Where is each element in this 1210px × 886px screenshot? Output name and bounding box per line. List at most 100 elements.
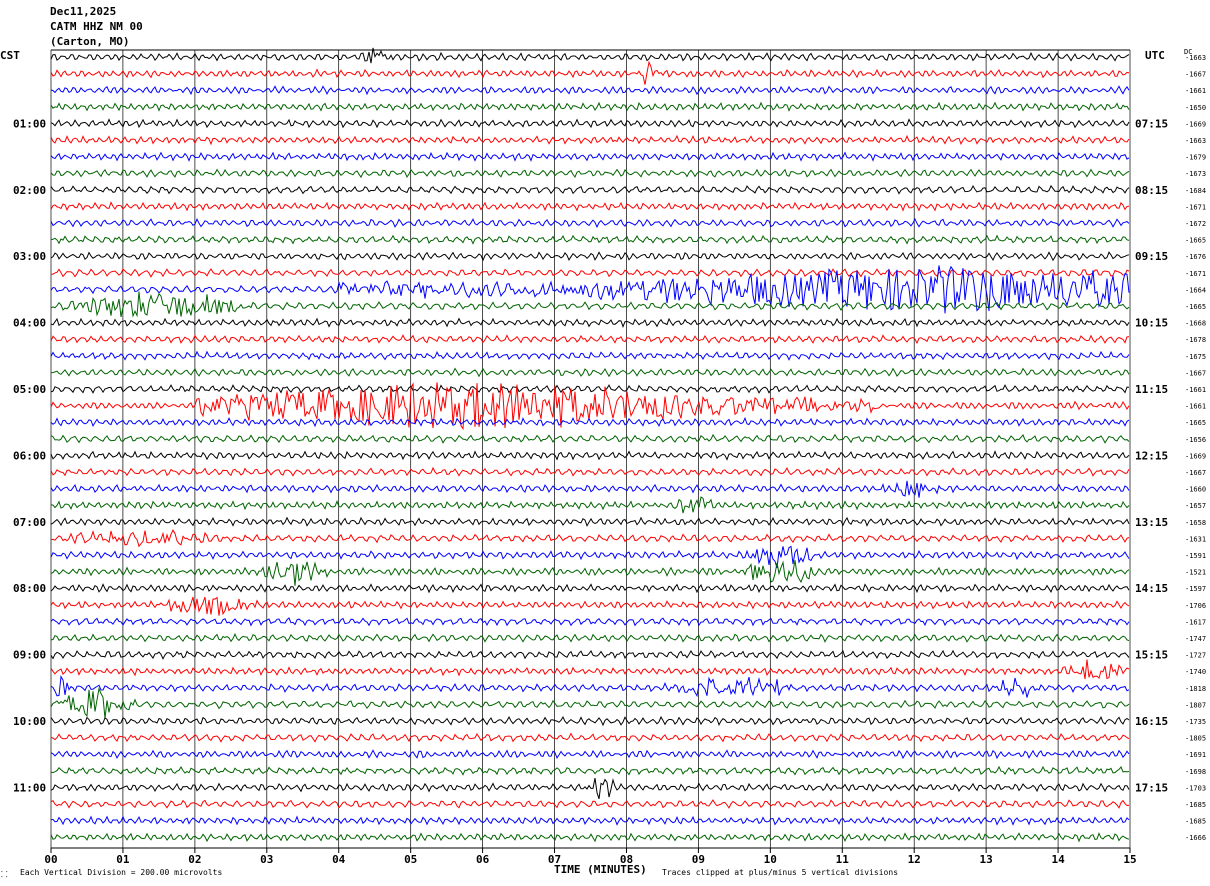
dc-offset-header: DC: [1184, 48, 1193, 56]
seismic-trace: [50, 749, 1130, 760]
seismic-trace: [50, 496, 1130, 514]
left-hour-label: 07:00: [13, 516, 46, 529]
seismic-trace: [50, 480, 1130, 498]
right-hour-label: 08:15: [1135, 184, 1168, 197]
x-tick-label: 04: [332, 853, 346, 866]
seismic-trace: [50, 201, 1130, 212]
seismic-trace: [50, 251, 1130, 262]
corner-mark: ⸬: [1, 870, 8, 879]
seismic-trace: [50, 596, 1130, 616]
seismic-trace: [50, 450, 1130, 461]
dc-offset-label: -1665: [1185, 419, 1206, 427]
seismic-trace: [50, 168, 1130, 179]
dc-offset-label: -1727: [1185, 652, 1206, 660]
seismic-trace: [50, 583, 1130, 594]
dc-offset-label: -1661: [1185, 87, 1206, 95]
dc-offset-label: -1679: [1185, 154, 1206, 162]
header-date: Dec11,2025: [50, 5, 117, 18]
right-hour-label: 10:15: [1135, 317, 1168, 330]
dc-offset-label: -1631: [1185, 535, 1206, 543]
dc-offset-label: -1663: [1185, 137, 1206, 145]
x-tick-label: 00: [44, 853, 57, 866]
seismic-trace: [50, 350, 1130, 361]
dc-offset-label: -1521: [1185, 569, 1206, 577]
dc-offset-label: -1663: [1185, 54, 1206, 62]
dc-offset-label: -1685: [1185, 801, 1206, 809]
dc-offset-label: -1672: [1185, 220, 1206, 228]
left-hour-label: 09:00: [13, 649, 46, 662]
left-hour-label: 08:00: [13, 582, 46, 595]
dc-offset-label: -1661: [1185, 403, 1206, 411]
seismic-trace: [50, 47, 1130, 64]
x-tick-label: 09: [692, 853, 705, 866]
seismic-trace: [50, 832, 1130, 843]
dc-offset-label: -1747: [1185, 635, 1206, 643]
seismic-trace: [50, 799, 1130, 809]
dc-offset-label: -1678: [1185, 336, 1206, 344]
left-hour-label: 03:00: [13, 250, 46, 263]
seismic-trace: [50, 416, 1130, 428]
dc-offset-label: -1657: [1185, 502, 1206, 510]
x-tick-label: 06: [476, 853, 490, 866]
dc-offset-label: -1673: [1185, 170, 1206, 178]
seismic-trace: [50, 265, 1130, 314]
dc-offset-label: -1703: [1185, 784, 1206, 792]
right-timezone-label: UTC: [1145, 49, 1165, 62]
seismic-trace: [50, 384, 1130, 394]
seismic-trace: [50, 101, 1130, 112]
dc-offset-label: -1735: [1185, 718, 1206, 726]
dc-offset-label: -1667: [1185, 369, 1206, 377]
x-tick-label: 14: [1051, 853, 1065, 866]
right-hour-label: 16:15: [1135, 715, 1168, 728]
right-hour-label: 12:15: [1135, 449, 1168, 462]
dc-offset-label: -1685: [1185, 818, 1206, 826]
seismic-trace: [50, 433, 1130, 444]
dc-offset-label: -1671: [1185, 270, 1206, 278]
seismic-trace: [50, 268, 1130, 278]
dc-offset-label: -1661: [1185, 386, 1206, 394]
x-tick-label: 07: [548, 853, 561, 866]
left-hour-label: 11:00: [13, 781, 46, 794]
seismic-trace: [50, 382, 1130, 431]
seismic-trace: [50, 60, 1130, 85]
dc-offset-label: -1669: [1185, 120, 1206, 128]
clip-note: Traces clipped at plus/minus 5 vertical …: [662, 868, 899, 877]
seismic-trace: [50, 545, 1130, 568]
dc-offset-label: -1706: [1185, 602, 1206, 610]
seismic-trace: [50, 686, 1130, 719]
right-hour-label: 11:15: [1135, 383, 1168, 396]
right-hour-label: 13:15: [1135, 516, 1168, 529]
seismic-trace: [50, 765, 1130, 776]
scale-note: Each Vertical Division = 200.00 microvol…: [20, 868, 223, 877]
x-tick-label: 15: [1123, 853, 1136, 866]
seismic-trace: [50, 560, 1130, 586]
seismic-trace: [50, 234, 1130, 245]
x-tick-label: 13: [979, 853, 992, 866]
seismic-trace: [50, 334, 1130, 345]
x-tick-label: 01: [116, 853, 130, 866]
x-tick-label: 08: [620, 853, 633, 866]
dc-offset-label: -1650: [1185, 104, 1206, 112]
right-hour-label: 15:15: [1135, 649, 1168, 662]
dc-offset-label: -1807: [1185, 701, 1206, 709]
x-tick-label: 12: [908, 853, 921, 866]
seismic-trace: [50, 715, 1130, 727]
dc-offset-label: -1684: [1185, 187, 1206, 195]
x-tick-label: 05: [404, 853, 417, 866]
seismic-trace: [50, 732, 1130, 743]
left-hour-label: 02:00: [13, 184, 46, 197]
dc-offset-label: -1591: [1185, 552, 1206, 560]
dc-offset-label: -1667: [1185, 469, 1206, 477]
x-axis-title: TIME (MINUTES): [554, 863, 647, 876]
left-hour-label: 05:00: [13, 383, 46, 396]
dc-offset-label: -1660: [1185, 486, 1206, 494]
seismic-trace: [50, 529, 1130, 548]
dc-offset-label: -1691: [1185, 751, 1206, 759]
dc-offset-label: -1665: [1185, 237, 1206, 245]
seismic-trace: [50, 659, 1130, 680]
header-location: (Carton, MO): [50, 35, 130, 48]
dc-offset-label: -1669: [1185, 452, 1206, 460]
dc-offset-label: -1676: [1185, 253, 1206, 261]
dc-offset-label: -1671: [1185, 203, 1206, 211]
